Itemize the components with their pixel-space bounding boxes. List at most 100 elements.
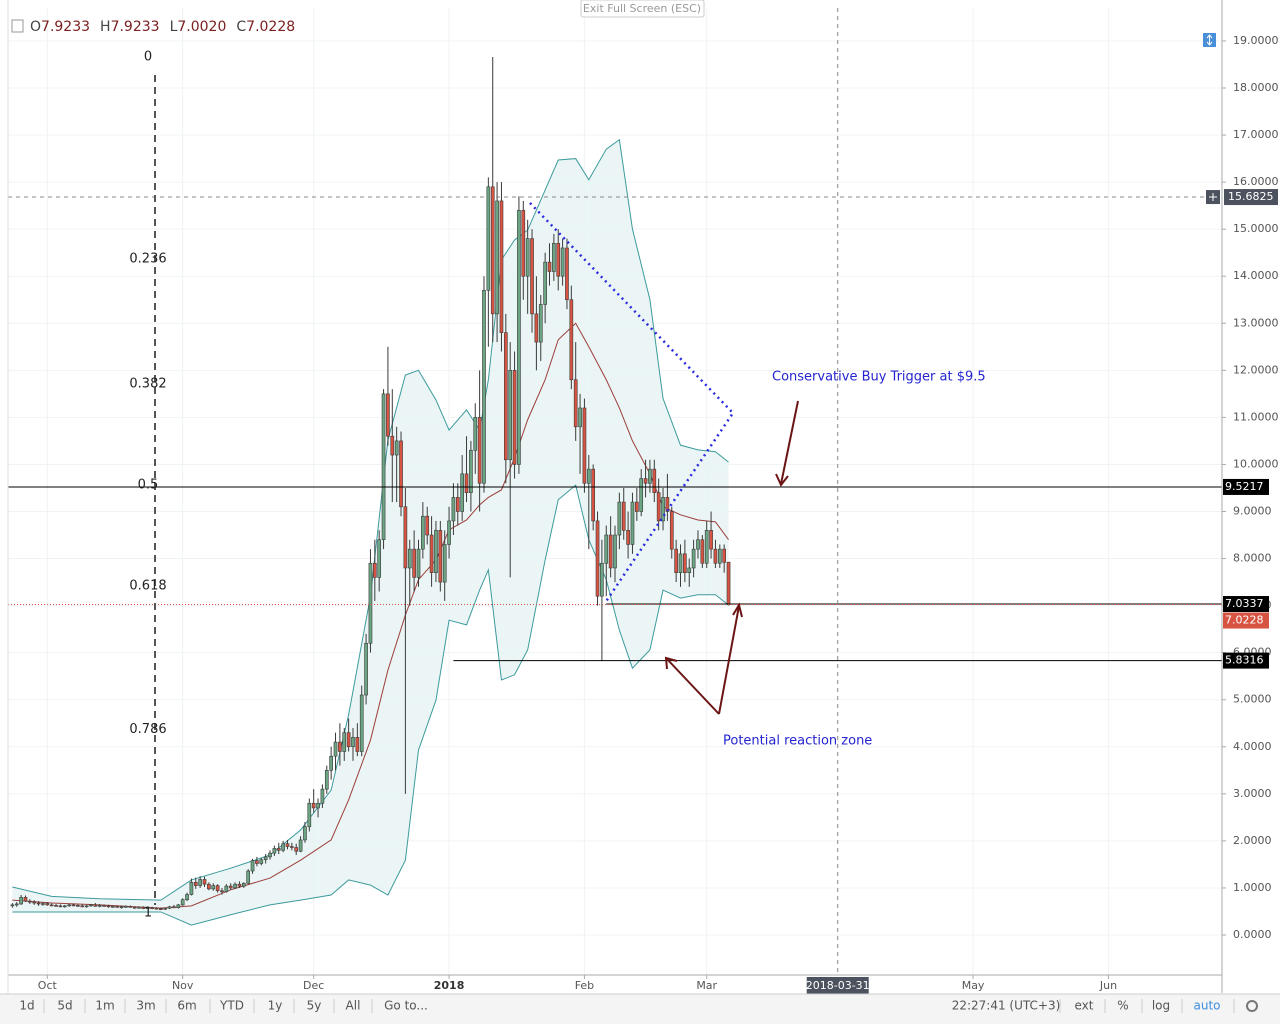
y-tick-label: 17.0000 (1233, 128, 1279, 141)
candle-body (421, 515, 425, 550)
option-button[interactable]: log (1152, 999, 1170, 1013)
candle-body (543, 261, 547, 305)
candle-body (19, 897, 23, 905)
y-tick-label: 19.0000 (1233, 34, 1279, 47)
range-button[interactable]: 6m (177, 999, 196, 1013)
candle-body (45, 903, 50, 906)
candle-body (560, 247, 565, 277)
y-tick-label: 14.0000 (1233, 269, 1279, 282)
candle-body (338, 741, 342, 752)
option-button[interactable]: ext (1075, 999, 1094, 1013)
candle-body (477, 417, 482, 484)
candle-body (255, 860, 259, 864)
candle-layer (10, 56, 731, 911)
symbol-icon (11, 19, 24, 33)
candle-body (390, 435, 395, 456)
arrow-head (775, 473, 789, 487)
candle-body (425, 515, 430, 536)
settings-icon[interactable] (1246, 1000, 1258, 1012)
range-button[interactable]: 5y (307, 999, 322, 1013)
x-tick-label: May (962, 979, 985, 992)
candle-body (490, 186, 495, 315)
candle-body (141, 906, 146, 909)
option-button[interactable]: % (1117, 999, 1128, 1013)
crosshair-plus-icon[interactable] (1209, 193, 1217, 202)
candle-body (10, 904, 15, 907)
range-button[interactable]: 1m (95, 999, 114, 1013)
candle-body (137, 906, 141, 909)
candle-body (272, 848, 277, 854)
candle-body (652, 468, 657, 493)
candle-body (669, 511, 674, 550)
legend-key: L (170, 19, 178, 35)
goto-button[interactable]: Go to... (384, 999, 428, 1013)
scale-icon-arrows (1206, 34, 1213, 46)
candle-body (180, 899, 185, 906)
candle-body (220, 890, 224, 893)
candle-body (416, 548, 421, 578)
range-button[interactable]: 5d (57, 999, 72, 1013)
y-tick-label: 12.0000 (1233, 363, 1279, 376)
candle-body (298, 839, 303, 852)
level-label: 7.0337 (1225, 597, 1264, 610)
option-button[interactable]: auto (1193, 999, 1220, 1013)
fib-label: 0.786 (129, 722, 166, 737)
candle-body (521, 210, 526, 277)
level-label: 5.8316 (1225, 654, 1264, 667)
candle-body (447, 520, 451, 545)
candle-body (586, 468, 591, 484)
candle-body (648, 468, 652, 484)
candle-body (547, 261, 552, 272)
annotation: Conservative Buy Trigger at $9.5 (772, 370, 986, 385)
range-button[interactable]: 3m (136, 999, 155, 1013)
candle-body (717, 548, 722, 564)
candle-body (41, 903, 45, 905)
candle-body (691, 548, 696, 569)
candle-body (538, 304, 543, 343)
candle-body (97, 905, 102, 907)
candle-body (246, 870, 251, 884)
candle-body (211, 885, 216, 890)
candle-body (311, 802, 316, 809)
candle-body (512, 370, 517, 465)
x-tick-label: 2018 (434, 979, 465, 992)
range-button[interactable]: 1y (268, 999, 283, 1013)
crosshair-price-tag (1224, 189, 1278, 206)
candle-body (67, 904, 71, 907)
exit-fullscreen-button[interactable] (580, 0, 705, 18)
candle-body (486, 186, 491, 291)
legend-value: 7.0228 (246, 19, 295, 35)
y-tick-label: 8.0000 (1233, 552, 1272, 565)
triangle-drawing (529, 202, 735, 604)
candle-body (656, 492, 661, 522)
candle-body (569, 299, 574, 381)
candle-body (176, 904, 181, 909)
candle-body (119, 906, 124, 909)
candle-body (102, 905, 106, 907)
candle-body (438, 530, 443, 583)
candle-body (394, 440, 399, 456)
candle-body (525, 238, 530, 277)
y-tick-label: 15.0000 (1233, 222, 1279, 235)
level-label: 9.5217 (1225, 480, 1264, 493)
range-button[interactable]: YTD (219, 999, 244, 1013)
exit-fullscreen-label[interactable]: Exit Full Screen (ESC) (583, 2, 701, 15)
range-button[interactable]: 1d (19, 999, 34, 1013)
candle-body (320, 788, 325, 804)
candle-body (687, 567, 692, 573)
toolbar (0, 994, 1280, 1024)
candle-body (106, 905, 111, 908)
line-layer (8, 8, 1222, 975)
candle-body (434, 530, 438, 573)
range-button[interactable]: All (346, 999, 361, 1013)
candle-body (150, 907, 154, 910)
arrow-head (732, 602, 743, 618)
candle-body (530, 238, 534, 315)
candle-body (595, 520, 600, 597)
candle-body (495, 200, 499, 315)
candle-body (442, 544, 447, 583)
candle-body (89, 904, 93, 907)
fib-label: 0 (144, 49, 152, 64)
candle-body (617, 501, 622, 536)
